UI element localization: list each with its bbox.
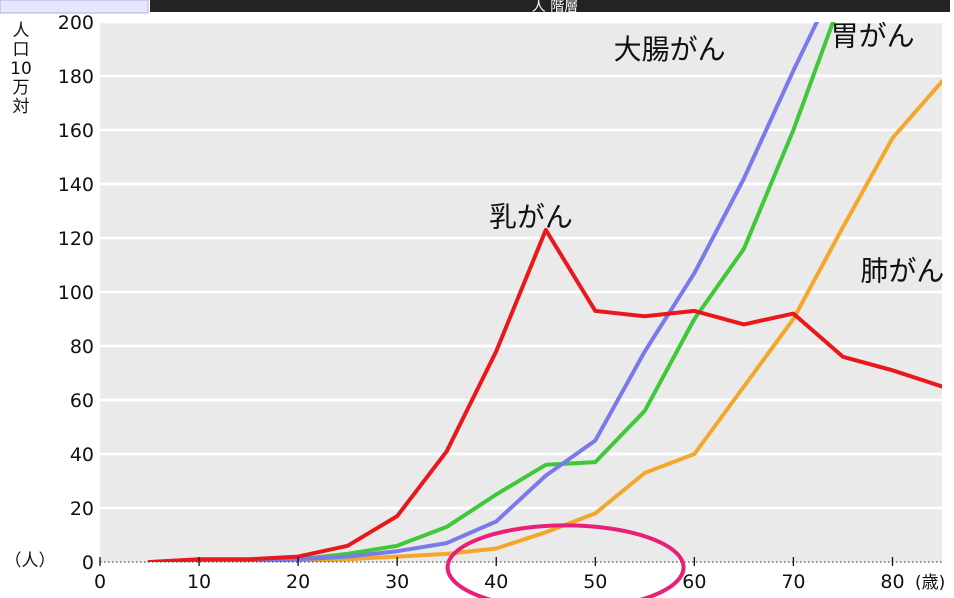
x-tick-label: 60 — [682, 571, 706, 593]
y-tick-label: 80 — [70, 336, 94, 358]
y-axis-title-char: 人 — [12, 21, 30, 41]
series-line-肺がん — [147, 79, 942, 562]
y-tick-label: 20 — [70, 498, 94, 520]
y-unit-label: （人） — [5, 551, 56, 571]
series-lines — [147, 22, 942, 562]
title-bar — [150, 0, 950, 12]
y-tick-label: 200 — [58, 12, 94, 34]
y-axis-title-char: 口 — [12, 40, 30, 60]
x-unit-label: (歳) — [915, 573, 945, 593]
y-tick-label: 100 — [58, 282, 94, 304]
y-tick-label: 40 — [70, 444, 94, 466]
y-axis-title-char: 対 — [12, 97, 30, 117]
series-label: 肺がん — [860, 254, 944, 287]
axes: 0 20 40 60 80 100 120 140 160 180 200 0 10 20 30 40 50 60… — [5, 12, 946, 593]
y-axis-title-char: 10 — [10, 59, 32, 79]
series-label: 大腸がん — [614, 33, 726, 66]
series-label: 胃がん — [831, 20, 915, 53]
x-tick-label: 10 — [187, 571, 211, 593]
y-tick-label: 60 — [70, 390, 94, 412]
y-tick-label: 140 — [58, 174, 94, 196]
y-axis-title-char: 万 — [12, 78, 30, 98]
x-tick-label: 20 — [286, 571, 310, 593]
y-tick-label: 180 — [58, 66, 94, 88]
x-tick-label: 80 — [880, 571, 904, 593]
x-tick-label: 30 — [385, 571, 409, 593]
series-line-大腸がん — [147, 22, 820, 562]
series-line-乳がん — [147, 227, 942, 562]
x-tick-label: 70 — [781, 571, 805, 593]
grid-lines — [100, 20, 942, 510]
x-tick-label: 50 — [583, 571, 607, 593]
x-tick-label: 0 — [94, 571, 106, 593]
series-label: 乳がん — [489, 200, 573, 233]
y-tick-label: 160 — [58, 120, 94, 142]
x-tick-label: 40 — [484, 571, 508, 593]
header-title: 人 階層 — [532, 0, 578, 15]
highlight-ellipse — [445, 523, 686, 598]
y-axis-title: 人口 10 万対 — [10, 22, 32, 117]
title-bar-left-tab — [0, 0, 149, 14]
y-tick-label: 0 — [82, 552, 94, 574]
annotations — [445, 523, 686, 598]
y-tick-label: 120 — [58, 228, 94, 250]
